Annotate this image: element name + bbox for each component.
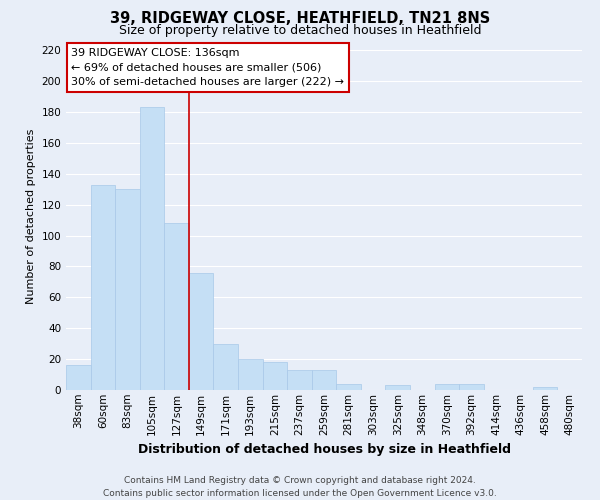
Bar: [287, 370, 312, 390]
Bar: [336, 384, 361, 390]
Text: Contains HM Land Registry data © Crown copyright and database right 2024.
Contai: Contains HM Land Registry data © Crown c…: [103, 476, 497, 498]
X-axis label: Distribution of detached houses by size in Heathfield: Distribution of detached houses by size …: [137, 443, 511, 456]
Y-axis label: Number of detached properties: Number of detached properties: [26, 128, 36, 304]
Bar: [214, 344, 238, 390]
Text: Size of property relative to detached houses in Heathfield: Size of property relative to detached ho…: [119, 24, 481, 37]
Bar: [459, 384, 484, 390]
Bar: [312, 370, 336, 390]
Text: 39, RIDGEWAY CLOSE, HEATHFIELD, TN21 8NS: 39, RIDGEWAY CLOSE, HEATHFIELD, TN21 8NS: [110, 11, 490, 26]
Bar: [115, 189, 140, 390]
Bar: [533, 387, 557, 390]
Bar: [189, 272, 214, 390]
Bar: [238, 359, 263, 390]
Bar: [66, 366, 91, 390]
Bar: [434, 384, 459, 390]
Text: 39 RIDGEWAY CLOSE: 136sqm
← 69% of detached houses are smaller (506)
30% of semi: 39 RIDGEWAY CLOSE: 136sqm ← 69% of detac…: [71, 48, 344, 88]
Bar: [140, 108, 164, 390]
Bar: [91, 184, 115, 390]
Bar: [385, 386, 410, 390]
Bar: [263, 362, 287, 390]
Bar: [164, 223, 189, 390]
